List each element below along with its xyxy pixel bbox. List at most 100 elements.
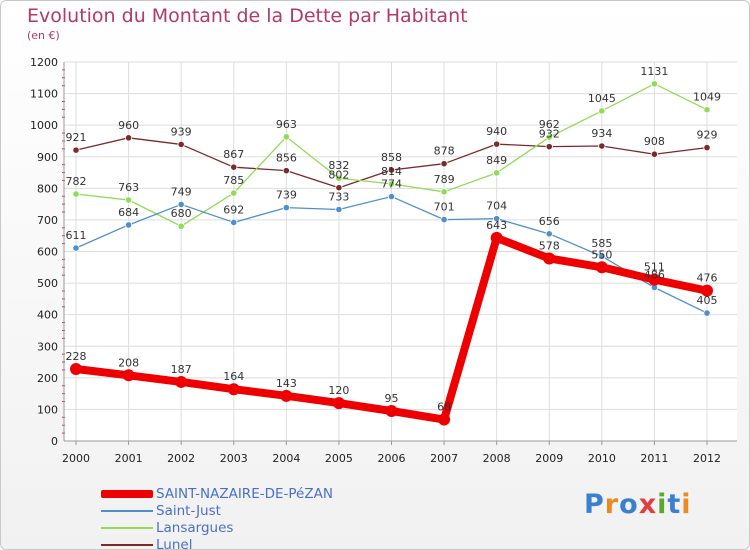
data-point bbox=[387, 180, 396, 188]
data-label: 739 bbox=[276, 189, 297, 202]
data-point bbox=[177, 140, 185, 149]
data-label: 701 bbox=[434, 201, 455, 214]
data-point bbox=[703, 143, 711, 152]
y-tick-label: 700 bbox=[37, 214, 58, 227]
data-point bbox=[282, 203, 290, 212]
data-label: 940 bbox=[486, 125, 507, 138]
data-label: 960 bbox=[118, 119, 139, 132]
data-label: 1131 bbox=[640, 65, 668, 78]
legend-swatch bbox=[101, 527, 153, 529]
data-point bbox=[124, 196, 133, 204]
data-point bbox=[282, 167, 290, 175]
data-point bbox=[490, 231, 503, 244]
data-label: 143 bbox=[276, 377, 297, 390]
data-label: 908 bbox=[644, 135, 665, 148]
data-label: 680 bbox=[171, 207, 192, 220]
data-label: 856 bbox=[276, 152, 297, 165]
data-point bbox=[648, 273, 661, 286]
data-point bbox=[650, 80, 659, 88]
y-tick-label: 1000 bbox=[30, 119, 58, 132]
x-tick-label: 2004 bbox=[272, 452, 300, 465]
data-label: 486 bbox=[644, 269, 665, 282]
data-label: 164 bbox=[223, 370, 244, 383]
data-point bbox=[545, 143, 553, 151]
data-label: 643 bbox=[486, 219, 507, 232]
data-point bbox=[335, 205, 343, 214]
data-label: 733 bbox=[328, 190, 349, 203]
data-point bbox=[177, 200, 185, 209]
data-point bbox=[543, 252, 556, 265]
data-label: 867 bbox=[223, 148, 244, 161]
y-tick-label: 200 bbox=[37, 372, 58, 385]
chart-subtitle: (en €) bbox=[27, 29, 60, 42]
data-point bbox=[493, 140, 501, 148]
data-point bbox=[124, 134, 133, 142]
data-label: 476 bbox=[697, 272, 718, 285]
data-label: 858 bbox=[381, 151, 402, 164]
data-point bbox=[227, 383, 240, 396]
data-point bbox=[701, 284, 713, 297]
data-point bbox=[230, 163, 238, 171]
data-label: 1049 bbox=[693, 91, 721, 104]
data-point bbox=[438, 413, 451, 426]
x-tick-label: 2006 bbox=[378, 452, 406, 465]
data-label: 585 bbox=[591, 237, 612, 250]
data-label: 656 bbox=[539, 215, 560, 228]
data-point bbox=[493, 215, 501, 223]
data-point bbox=[175, 375, 188, 388]
y-tick-label: 400 bbox=[37, 309, 58, 322]
legend-swatch bbox=[101, 510, 153, 512]
data-point bbox=[335, 174, 343, 182]
x-tick-label: 2005 bbox=[325, 452, 353, 465]
data-point bbox=[70, 362, 82, 375]
x-tick-label: 2011 bbox=[640, 452, 668, 465]
data-label: 782 bbox=[66, 175, 87, 188]
legend-label: Lansargues bbox=[156, 520, 234, 536]
data-point bbox=[545, 230, 553, 238]
data-label: 692 bbox=[223, 203, 244, 216]
data-label: 511 bbox=[644, 261, 665, 274]
y-tick-label: 300 bbox=[37, 340, 58, 353]
data-label: 611 bbox=[66, 229, 87, 242]
data-point bbox=[282, 133, 290, 141]
chart-title: Evolution du Montant de la Dette par Hab… bbox=[27, 5, 468, 27]
data-point bbox=[595, 261, 608, 274]
x-tick-label: 2000 bbox=[62, 452, 90, 465]
data-label: 704 bbox=[486, 200, 507, 213]
data-label: 578 bbox=[539, 239, 560, 252]
legend-label: Saint-Just bbox=[156, 503, 221, 519]
y-tick-label: 900 bbox=[37, 151, 58, 164]
data-label: 405 bbox=[697, 294, 718, 307]
data-label: 120 bbox=[328, 384, 349, 397]
data-label: 774 bbox=[381, 178, 402, 191]
y-tick-label: 600 bbox=[37, 246, 58, 259]
data-point bbox=[440, 160, 448, 168]
data-label: 962 bbox=[539, 118, 560, 131]
legend-swatch bbox=[101, 544, 153, 546]
y-tick-label: 100 bbox=[37, 403, 58, 416]
data-label: 929 bbox=[697, 129, 718, 142]
data-point bbox=[230, 218, 238, 227]
data-label: 749 bbox=[171, 185, 192, 198]
data-label: 68 bbox=[437, 401, 451, 414]
data-point bbox=[493, 169, 501, 177]
data-point bbox=[335, 184, 343, 192]
data-label: 878 bbox=[434, 145, 455, 158]
y-tick-label: 0 bbox=[51, 435, 58, 448]
data-point bbox=[332, 397, 345, 410]
data-label: 789 bbox=[434, 173, 455, 186]
line-chart: 0 100 200 300 400 500 600 700 800 900 1000 1100 1200… bbox=[30, 56, 737, 465]
data-point bbox=[703, 309, 711, 317]
data-label: 832 bbox=[328, 159, 349, 172]
data-point bbox=[72, 146, 80, 154]
data-point bbox=[72, 190, 80, 198]
data-label: 763 bbox=[118, 181, 139, 194]
data-label: 814 bbox=[381, 165, 402, 178]
data-label: 963 bbox=[276, 118, 297, 131]
data-label: 95 bbox=[385, 392, 399, 405]
data-point bbox=[385, 404, 398, 417]
x-tick-label: 2002 bbox=[167, 452, 195, 465]
data-point bbox=[72, 244, 80, 252]
y-tick-label: 800 bbox=[37, 182, 58, 195]
